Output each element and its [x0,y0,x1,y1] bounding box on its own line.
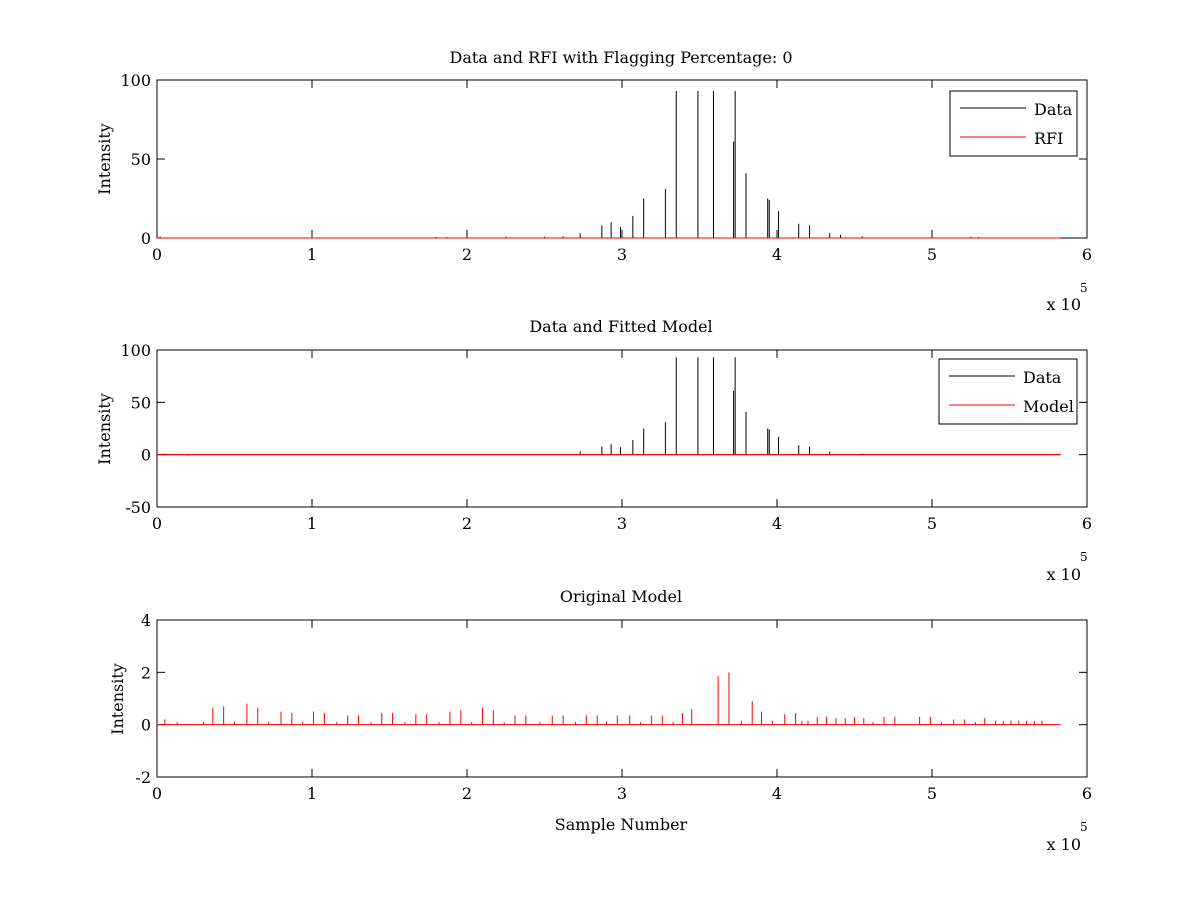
x-tick-label: 0 [152,514,162,533]
x-tick-label: 2 [462,784,472,803]
x-tick-label: 5 [927,514,937,533]
x-multiplier-exponent: 5 [1080,550,1088,564]
y-tick-label: 100 [120,341,151,360]
x-tick-label: 3 [617,245,627,264]
x-multiplier-exponent: 5 [1080,820,1088,834]
y-tick-label: 100 [120,71,151,90]
x-multiplier-label: x 10 [1047,565,1081,584]
x-multiplier-label: x 10 [1047,295,1081,314]
x-tick-label: 4 [772,514,782,533]
y-axis-label: Intensity [95,123,114,195]
y-tick-label: -2 [135,768,151,787]
x-tick-label: 0 [152,784,162,803]
legend-label: Data [1023,368,1062,387]
x-tick-label: 5 [927,784,937,803]
y-tick-label: 50 [131,393,151,412]
x-multiplier-exponent: 5 [1080,281,1088,295]
x-tick-label: 3 [617,784,627,803]
legend-box [938,358,1078,425]
x-tick-label: 4 [772,784,782,803]
y-tick-label: 4 [141,611,151,630]
plot-title: Data and RFI with Flagging Percentage: 0 [449,48,792,67]
x-tick-label: 2 [462,514,472,533]
x-tick-label: 6 [1082,245,1092,264]
x-tick-label: 2 [462,245,472,264]
plot-title: Original Model [560,587,682,606]
legend-box [949,90,1078,157]
legend-label: Data [1034,100,1073,119]
y-tick-label: 0 [141,229,151,248]
x-tick-label: 0 [152,245,162,264]
x-tick-label: 5 [927,245,937,264]
x-multiplier-label: x 10 [1047,835,1081,854]
x-tick-label: 3 [617,514,627,533]
x-tick-label: 1 [307,245,317,264]
y-tick-label: 0 [141,716,151,735]
legend: Data Model [938,358,1078,425]
legend: Data RFI [949,90,1078,157]
x-axis-label: Sample Number [555,815,688,834]
series-model [157,672,1061,726]
y-tick-label: 50 [131,150,151,169]
plot-data-and-fitted-model: Data and Fitted Model Intensity x 10 5 0… [95,317,1092,584]
x-tick-label: 1 [307,784,317,803]
plot-data-and-rfi: Data and RFI with Flagging Percentage: 0… [95,48,1092,314]
y-axis-label: Intensity [108,663,127,735]
y-tick-label: 2 [141,663,151,682]
x-tick-label: 1 [307,514,317,533]
y-tick-label: -50 [125,498,151,517]
legend-label: RFI [1034,129,1063,148]
plot-original-model: Original Model Sample Number Intensity x… [108,587,1092,854]
y-axis-label: Intensity [95,393,114,465]
x-tick-label: 4 [772,245,782,264]
y-tick-label: 0 [141,446,151,465]
x-tick-label: 6 [1082,514,1092,533]
x-tick-label: 6 [1082,784,1092,803]
legend-label: Model [1023,397,1074,416]
plot-title: Data and Fitted Model [529,317,712,336]
